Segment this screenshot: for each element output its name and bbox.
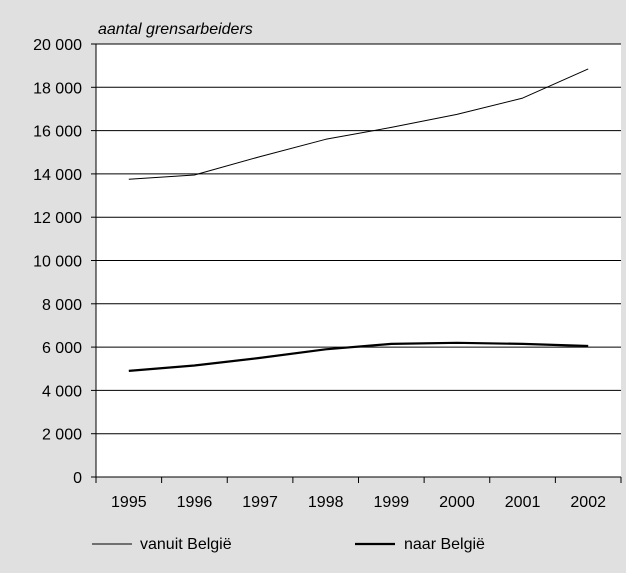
y-tick-label: 18 000 xyxy=(33,80,82,97)
series-line-1 xyxy=(128,68,589,180)
y-tick-label: 10 000 xyxy=(33,254,82,271)
legend-label: vanuit België xyxy=(140,536,232,553)
x-tick-label: 2000 xyxy=(439,494,475,511)
y-tick-label: 6 000 xyxy=(42,340,82,357)
y-tick-label: 2 000 xyxy=(42,427,82,444)
x-tick-label: 1999 xyxy=(374,494,410,511)
y-tick-label: 20 000 xyxy=(33,37,82,54)
y-axis-label: aantal grensarbeiders xyxy=(98,21,253,38)
legend-label: naar België xyxy=(404,536,485,553)
x-tick-label: 1998 xyxy=(308,494,344,511)
y-tick-label: 16 000 xyxy=(33,124,82,141)
x-tick-label: 1996 xyxy=(177,494,213,511)
y-tick-label: 8 000 xyxy=(42,297,82,314)
series-lines xyxy=(128,68,589,372)
x-tick-label: 1995 xyxy=(111,494,147,511)
x-tick-label: 1997 xyxy=(242,494,278,511)
x-tick-label: 2002 xyxy=(570,494,606,511)
y-tick-label: 4 000 xyxy=(42,383,82,400)
series-line-2 xyxy=(128,341,589,372)
x-tick-label: 2001 xyxy=(505,494,541,511)
y-tick-label: 14 000 xyxy=(33,167,82,184)
y-tick-label: 12 000 xyxy=(33,210,82,227)
legend: vanuit België naar België xyxy=(92,536,485,553)
x-axis-ticks: 1995 1996 1997 1998 1999 2000 2001 2002 xyxy=(95,477,622,511)
y-axis-ticks: 0 2 000 4 000 6 000 8 000 10 000 12 000 14 000 1… xyxy=(33,37,96,487)
y-tick-label: 0 xyxy=(73,470,82,487)
